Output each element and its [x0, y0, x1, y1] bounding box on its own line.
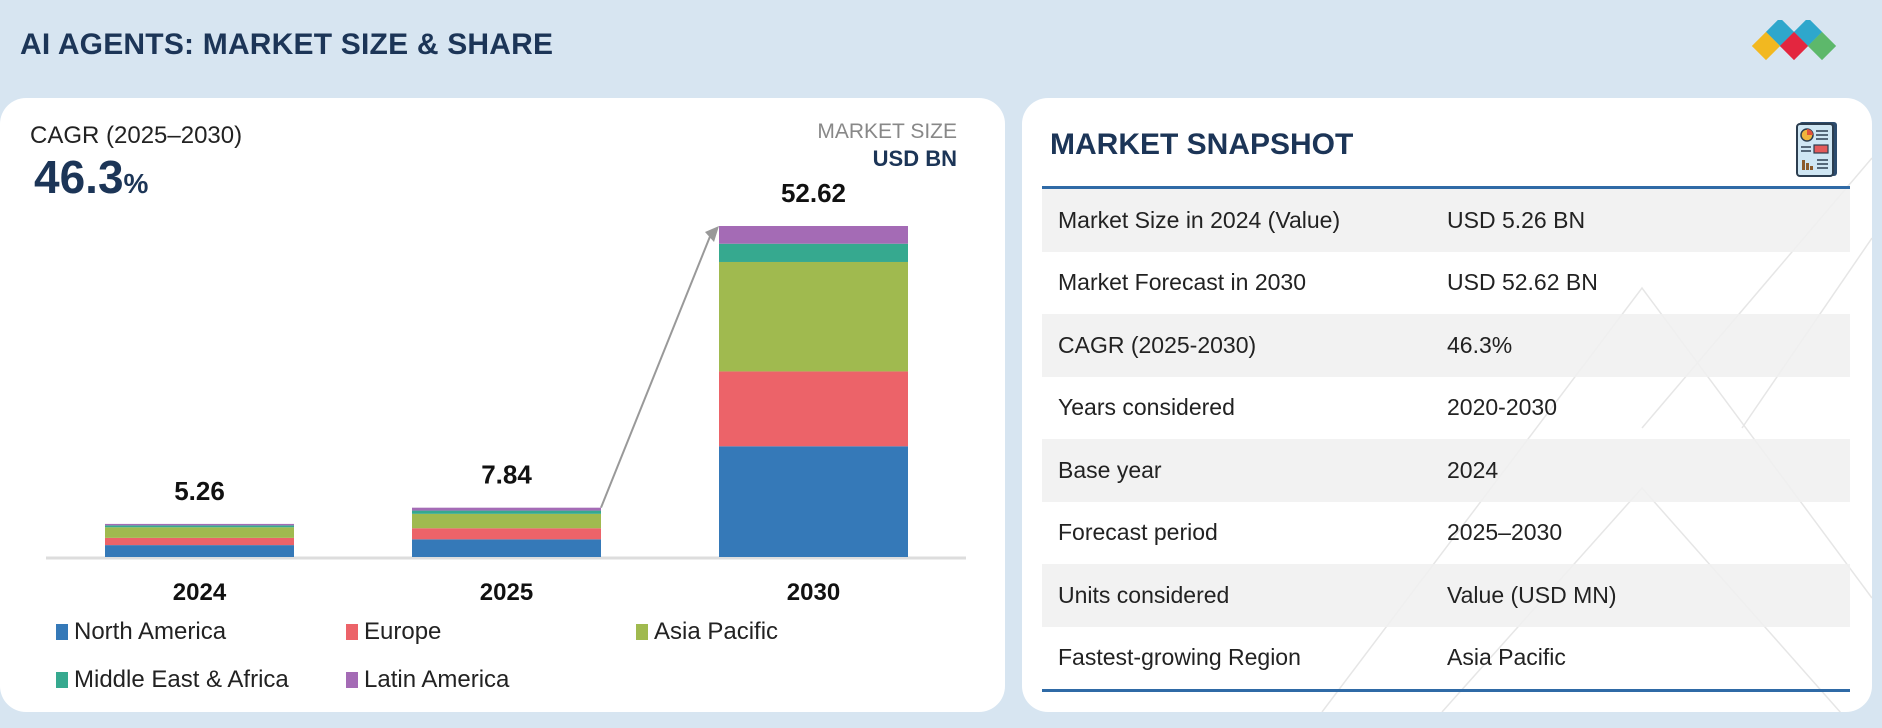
snapshot-row-value: 46.3%: [1447, 331, 1513, 358]
bar-total-label: 52.62: [781, 178, 846, 208]
legend-swatch: [56, 624, 68, 640]
snapshot-row-value: Asia Pacific: [1447, 644, 1566, 671]
bar-segment-latin-america-2024: [105, 523, 294, 526]
x-tick-label: 2024: [173, 579, 227, 606]
snapshot-row-value: 2024: [1447, 456, 1499, 483]
growth-arrow: [600, 233, 712, 509]
market-snapshot-card: MARKET SNAPSHOT Market Size in 2024 (Val…: [1022, 98, 1872, 712]
snapshot-row-label: CAGR (2025-2030): [1058, 331, 1257, 358]
legend-swatch: [56, 672, 68, 688]
snapshot-row: Base year 2024: [1042, 439, 1850, 502]
legend-item: Asia Pacific: [636, 618, 778, 646]
bar-segment-middle-east-africa-2025: [412, 510, 601, 514]
legend-label: Asia Pacific: [654, 618, 779, 645]
legend-label: Middle East & Africa: [74, 666, 289, 693]
snapshot-row-label: Years considered: [1058, 394, 1235, 421]
market-size-card: CAGR (2025–2030) 46.3% MARKET SIZE USD B…: [0, 98, 1005, 712]
legend-swatch: [636, 624, 648, 640]
x-tick-label: 2030: [787, 579, 840, 606]
market-size-unit: USD BN: [872, 146, 957, 171]
snapshot-row-value: 2025–2030: [1447, 519, 1563, 546]
snapshot-row-value: USD 5.26 BN: [1447, 206, 1586, 233]
bar-segment-middle-east-africa-2030: [719, 243, 908, 262]
cagr-number: 46.3: [34, 151, 124, 203]
bar-segment-latin-america-2030: [719, 226, 908, 244]
snapshot-row: CAGR (2025-2030) 46.3%: [1042, 314, 1850, 377]
bar-segment-asia-pacific-2024: [105, 527, 294, 538]
bar-segment-europe-2025: [412, 528, 601, 540]
legend-swatch: [346, 672, 358, 688]
stacked-bar-chart: 5.26 2024 7.84 2025 52.62 2030: [46, 178, 966, 606]
bar-segment-middle-east-africa-2024: [105, 525, 294, 528]
x-tick-label: 2025: [480, 579, 533, 606]
bar-total-label: 7.84: [481, 460, 532, 490]
bar-segment-europe-2024: [105, 537, 294, 546]
snapshot-row-value: USD 52.62 BN: [1447, 269, 1598, 296]
cagr-label: CAGR (2025–2030): [30, 122, 243, 149]
snapshot-row-value: Value (USD MN): [1447, 581, 1617, 608]
snapshot-row-label: Forecast period: [1058, 519, 1218, 546]
snapshot-row: Forecast period 2025–2030: [1042, 502, 1850, 565]
bar-segment-latin-america-2025: [412, 507, 601, 511]
bar-segment-asia-pacific-2030: [719, 261, 908, 372]
market-size-unit-label: MARKET SIZE USD BN: [817, 120, 957, 172]
legend-label: North America: [74, 618, 227, 645]
snapshot-row-value: 2020-2030: [1447, 394, 1557, 421]
legend-item: Europe: [346, 618, 441, 646]
snapshot-row: Market Size in 2024 (Value) USD 5.26 BN: [1042, 189, 1850, 252]
legend-label: Europe: [364, 618, 442, 645]
brand-logo: [1751, 20, 1837, 61]
cagr-unit: %: [123, 168, 149, 199]
snapshot-table: Market Size in 2024 (Value) USD 5.26 BN Ma…: [1042, 186, 1850, 692]
legend-swatch: [346, 624, 358, 640]
bar-segment-north-america-2030: [719, 446, 908, 557]
legend-item: Latin America: [346, 666, 509, 694]
bar-segment-north-america-2025: [412, 539, 601, 557]
snapshot-row-label: Base year: [1058, 456, 1162, 483]
snapshot-row: Fastest-growing Region Asia Pacific: [1042, 627, 1850, 690]
legend-label: Latin America: [364, 666, 510, 693]
snapshot-row-label: Market Size in 2024 (Value): [1058, 206, 1341, 233]
bar-segment-asia-pacific-2025: [412, 513, 601, 529]
snapshot-row-label: Fastest-growing Region: [1058, 644, 1301, 671]
report-icon: [1796, 122, 1837, 177]
legend-item: Middle East & Africa: [56, 666, 289, 694]
cagr-value: 46.3%: [34, 150, 148, 204]
snapshot-row-label: Units considered: [1058, 581, 1230, 608]
bar-segment-europe-2030: [719, 371, 908, 447]
snapshot-title: MARKET SNAPSHOT: [1050, 128, 1354, 161]
snapshot-row: Years considered 2020-2030: [1042, 377, 1850, 440]
page-title: AI AGENTS: MARKET SIZE & SHARE: [20, 28, 554, 61]
bar-total-label: 5.26: [174, 476, 225, 506]
snapshot-row: Market Forecast in 2030 USD 52.62 BN: [1042, 252, 1850, 315]
bar-segment-north-america-2024: [105, 545, 294, 557]
snapshot-row: Units considered Value (USD MN): [1042, 564, 1850, 627]
growth-arrow-head: [705, 226, 719, 242]
legend-item: North America: [56, 618, 226, 646]
snapshot-row-label: Market Forecast in 2030: [1058, 269, 1307, 296]
market-size-label: MARKET SIZE: [817, 120, 957, 143]
